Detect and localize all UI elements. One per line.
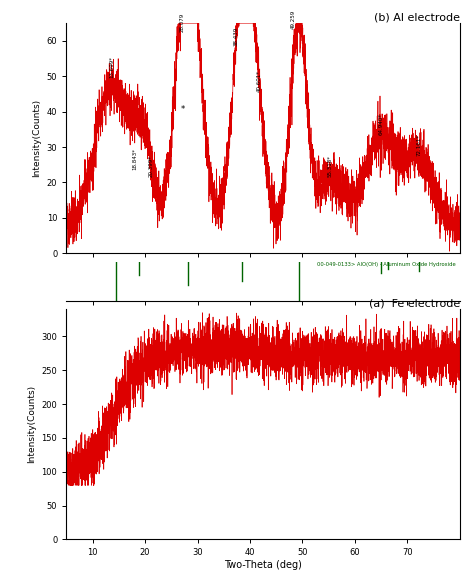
Text: 55.318*: 55.318* <box>328 155 333 177</box>
Text: 38.439: 38.439 <box>234 27 239 46</box>
Text: 20.399*: 20.399* <box>149 155 154 177</box>
X-axis label: Two-Theta (deg): Two-Theta (deg) <box>224 322 302 332</box>
Text: 72.161*: 72.161* <box>416 134 421 156</box>
Text: (b) Al electrode: (b) Al electrode <box>374 12 460 23</box>
Text: 18.843*: 18.843* <box>132 148 137 170</box>
Text: 40.601*: 40.601* <box>257 70 262 92</box>
Text: 64.940*: 64.940* <box>378 113 383 135</box>
Text: 13.699*: 13.699* <box>109 56 115 78</box>
X-axis label: Two-Theta (deg): Two-Theta (deg) <box>224 560 302 570</box>
Text: *: * <box>181 104 185 114</box>
Text: 28.079: 28.079 <box>180 13 185 32</box>
Y-axis label: Intensity(Counts): Intensity(Counts) <box>32 99 41 177</box>
Text: (a)  Fe electrode: (a) Fe electrode <box>368 299 460 309</box>
Text: 00-049-0133> AlO(OH) - Aluminum Oxide Hydroxide: 00-049-0133> AlO(OH) - Aluminum Oxide Hy… <box>317 262 456 267</box>
Text: 49.259: 49.259 <box>291 9 296 28</box>
Y-axis label: Intensity(Counts): Intensity(Counts) <box>27 385 36 463</box>
